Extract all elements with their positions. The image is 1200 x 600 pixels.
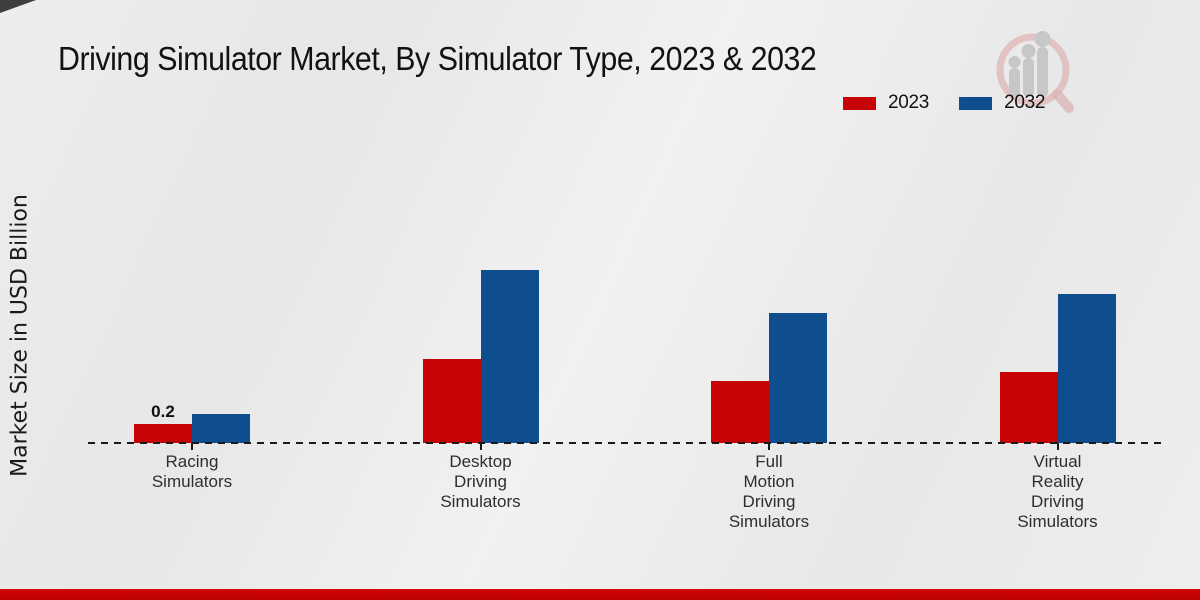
x-axis-tick-desktop-driving-simulators xyxy=(479,443,482,450)
legend-item-2032: 2032 xyxy=(959,92,1045,114)
bar-value-label: 0.2 xyxy=(151,402,175,421)
chart-title: Driving Simulator Market, By Simulator T… xyxy=(58,40,817,77)
market-research-watermark-logo xyxy=(996,31,1074,113)
legend-swatch-2032 xyxy=(959,96,993,110)
legend-label-2023: 2023 xyxy=(888,92,930,113)
x-axis-tick-racing-simulators xyxy=(191,443,193,450)
legend: 2023 2032 xyxy=(843,92,1045,114)
legend-swatch-2023 xyxy=(843,96,876,110)
bar-2032-virtual-reality-driving-simulators xyxy=(1057,294,1116,443)
x-axis-tick-full-motion-driving-simulators xyxy=(768,443,770,450)
category-label-racing-simulators: Racing Simulators xyxy=(151,452,233,491)
x-axis-dashed-baseline xyxy=(88,442,1163,444)
category-label-desktop-driving-simulators: Desktop Driving Simulators xyxy=(440,452,521,511)
bar-2032-desktop-driving-simulators xyxy=(480,270,539,443)
bar-2023-desktop-driving-simulators xyxy=(422,359,481,443)
category-label-virtual-reality-driving-simulators: Virtual Reality Driving Simulators xyxy=(1017,452,1098,531)
bar-2032-racing-simulators xyxy=(192,414,250,443)
bar-2032-full-motion-driving-simulators xyxy=(769,313,827,443)
bar-2023-full-motion-driving-simulators xyxy=(711,381,769,443)
y-axis-title: Market Size in USD Billion xyxy=(7,194,33,477)
legend-item-2023: 2023 xyxy=(843,92,929,114)
x-axis-tick-virtual-reality-driving-simulators xyxy=(1056,443,1059,450)
bar-2023-racing-simulators xyxy=(134,424,192,443)
footer-brand-stripe xyxy=(0,589,1200,600)
category-label-full-motion-driving-simulators: Full Motion Driving Simulators xyxy=(728,452,810,531)
bar-2023-virtual-reality-driving-simulators xyxy=(999,372,1058,443)
legend-label-2032: 2032 xyxy=(1004,92,1046,113)
